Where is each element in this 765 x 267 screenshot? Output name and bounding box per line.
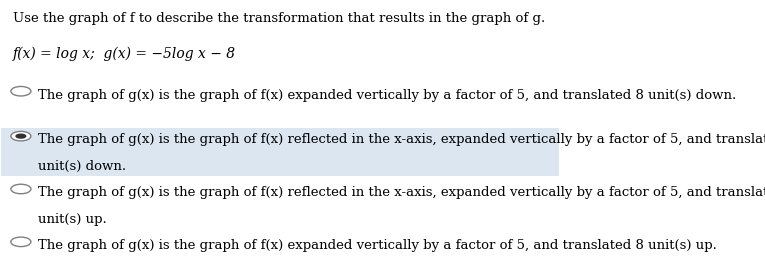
- Text: unit(s) down.: unit(s) down.: [37, 160, 125, 173]
- Text: The graph of g(x) is the graph of f(x) expanded vertically by a factor of 5, and: The graph of g(x) is the graph of f(x) e…: [37, 89, 736, 101]
- Circle shape: [11, 184, 31, 194]
- Circle shape: [15, 134, 27, 139]
- Text: The graph of g(x) is the graph of f(x) reflected in the x-axis, expanded vertica: The graph of g(x) is the graph of f(x) r…: [37, 134, 765, 147]
- Text: The graph of g(x) is the graph of f(x) reflected in the x-axis, expanded vertica: The graph of g(x) is the graph of f(x) r…: [37, 186, 765, 199]
- Circle shape: [11, 237, 31, 247]
- Text: unit(s) up.: unit(s) up.: [37, 213, 106, 226]
- Text: f(x) = log x;  g(x) = −5log x − 8: f(x) = log x; g(x) = −5log x − 8: [12, 46, 236, 61]
- FancyBboxPatch shape: [2, 128, 558, 176]
- Circle shape: [11, 131, 31, 141]
- Text: Use the graph of f to describe the transformation that results in the graph of g: Use the graph of f to describe the trans…: [12, 12, 545, 25]
- Text: The graph of g(x) is the graph of f(x) expanded vertically by a factor of 5, and: The graph of g(x) is the graph of f(x) e…: [37, 239, 717, 252]
- Circle shape: [11, 87, 31, 96]
